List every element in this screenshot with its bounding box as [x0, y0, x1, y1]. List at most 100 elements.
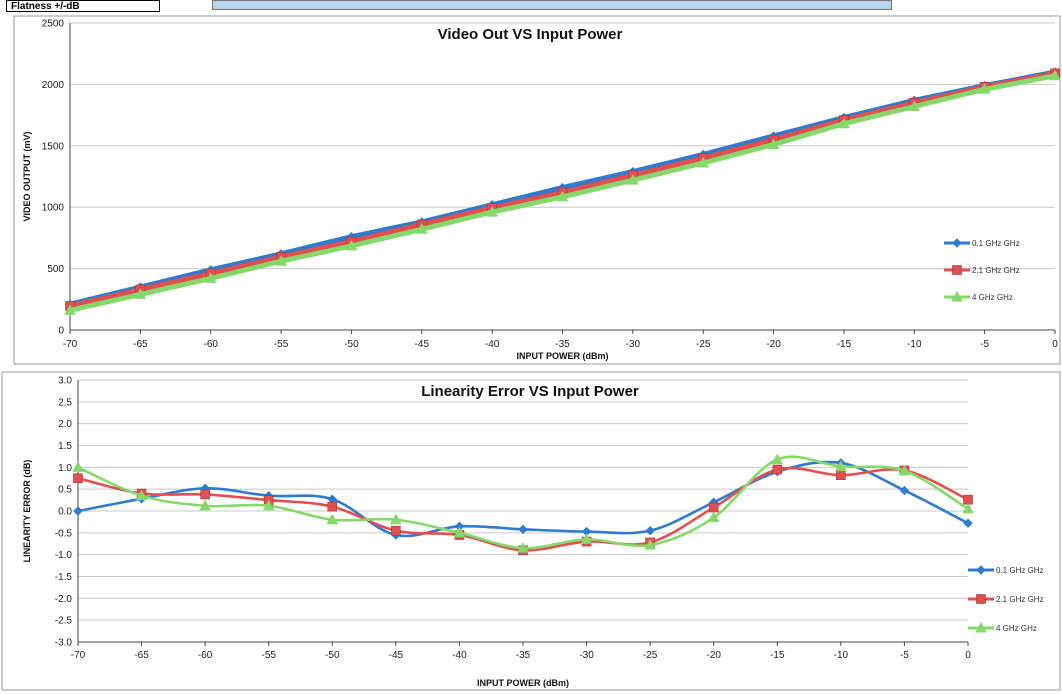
y-tick-label: 2000: [42, 80, 65, 91]
x-tick-label: 0: [965, 650, 971, 661]
y-tick-label: 500: [47, 264, 64, 275]
chart-frame: [13, 15, 1061, 365]
legend-label: 0.1 GHz GHz: [996, 566, 1044, 575]
x-tick-label: -20: [766, 339, 781, 350]
x-tick-label: -45: [389, 650, 404, 661]
data-point: [697, 156, 710, 168]
x-tick-label: -40: [452, 650, 467, 661]
legend-label: 4 GHz GHz: [996, 624, 1037, 633]
y-tick-label: -2.5: [55, 616, 73, 627]
chart-title: Video Out VS Input Power: [438, 26, 623, 43]
y-tick-label: 0.5: [58, 485, 72, 496]
legend-marker: [951, 290, 963, 302]
x-tick-label: -35: [516, 650, 531, 661]
x-tick-label: -55: [274, 339, 289, 350]
data-point: [644, 539, 656, 550]
data-point: [64, 304, 76, 315]
x-tick-label: 0: [1052, 339, 1058, 350]
legend-label: 2.1 GHz GHz: [972, 266, 1020, 275]
data-point: [518, 524, 528, 535]
legend-marker: [952, 238, 962, 248]
data-point: [517, 542, 529, 553]
y-tick-label: 1.5: [58, 441, 72, 452]
data-point: [486, 206, 498, 217]
x-tick-label: -20: [706, 650, 721, 661]
data-point: [73, 473, 83, 484]
series-3: [72, 453, 974, 553]
y-tick-label: -0.5: [55, 528, 73, 539]
data-point: [963, 518, 973, 528]
y-tick-label: -2.0: [55, 594, 73, 605]
data-point: [767, 138, 780, 150]
data-point: [962, 502, 974, 514]
x-tick-label: -40: [485, 339, 500, 350]
x-tick-label: -10: [834, 650, 849, 661]
data-point: [199, 499, 211, 511]
data-point: [204, 272, 217, 283]
y-tick-label: 1000: [42, 203, 65, 214]
y-tick-label: 1.0: [58, 463, 72, 474]
data-point: [135, 489, 148, 501]
x-tick-label: -15: [837, 339, 852, 350]
x-tick-label: -15: [770, 650, 785, 661]
legend-label: 0.1 GHz GHz: [972, 239, 1020, 248]
y-tick-label: 0.0: [58, 507, 72, 518]
legend-label: 2.1 GHz GHz: [996, 595, 1044, 604]
data-point: [390, 513, 402, 525]
flatness-label: Flatness +/-dB: [6, 0, 160, 12]
top-strip: Flatness +/-dB: [0, 0, 1062, 14]
x-tick-label: -50: [325, 650, 340, 661]
x-tick-label: -10: [907, 339, 922, 350]
data-point: [908, 100, 921, 112]
y-axis-label: LINEARITY ERROR (dB): [22, 460, 32, 563]
video-out-chart: 0 500 1000 1500 2000 2500 -70 -65 -60 -55 -50 -45 -4…: [0, 14, 1062, 368]
data-point: [262, 499, 275, 511]
data-point: [836, 470, 846, 480]
x-tick-label: -5: [900, 650, 909, 661]
x-axis-label: INPUT POWER (dBm): [517, 351, 609, 361]
x-tick-label: -65: [134, 650, 149, 661]
x-tick-label: -70: [63, 339, 78, 350]
x-tick-label: -35: [555, 339, 570, 350]
y-tick-label: 1500: [42, 141, 65, 152]
x-tick-label: -30: [579, 650, 594, 661]
y-tick-label: 0: [58, 326, 64, 337]
data-point: [327, 501, 338, 512]
data-point: [72, 461, 84, 472]
x-tick-label: -5: [980, 339, 989, 350]
data-point: [345, 239, 358, 251]
x-tick-label: -65: [133, 339, 148, 350]
data-point: [772, 464, 783, 475]
x-tick-label: -25: [643, 650, 658, 661]
x-tick-label: -50: [344, 339, 359, 350]
x-tick-label: -70: [71, 650, 86, 661]
linearity-error-chart-svg: -3.0 -2.5 -2.0 -1.5 -1.0 -0.5 0.0 0.5 1.0 1.5 2.0 2…: [1, 371, 1061, 691]
x-tick-label: -60: [203, 339, 218, 350]
data-point: [326, 513, 339, 525]
x-tick-label: -45: [415, 339, 430, 350]
data-point: [391, 525, 401, 536]
data-point: [73, 506, 83, 516]
y-tick-label: 3.0: [58, 376, 72, 387]
y-tick-label: 2.0: [58, 419, 72, 430]
data-point: [835, 460, 847, 471]
data-point: [645, 525, 655, 536]
x-axis-label: INPUT POWER (dBm): [477, 678, 569, 688]
data-point: [134, 288, 147, 299]
data-point: [1049, 69, 1061, 81]
linearity-error-chart: -3.0 -2.5 -2.0 -1.5 -1.0 -0.5 0.0 0.5 1.0 1.5 2.0 2…: [0, 370, 1062, 692]
data-point: [580, 533, 593, 544]
data-point: [838, 117, 850, 129]
flatness-table-row: [212, 0, 892, 10]
data-point: [275, 255, 287, 266]
legend-marker: [976, 594, 986, 604]
chart-frame: [1, 371, 1061, 691]
data-point: [200, 489, 210, 500]
data-point: [415, 223, 428, 234]
data-point: [627, 174, 639, 185]
legend-marker: [975, 621, 987, 633]
data-point: [898, 464, 911, 476]
data-point: [556, 190, 569, 202]
data-point: [453, 526, 466, 538]
